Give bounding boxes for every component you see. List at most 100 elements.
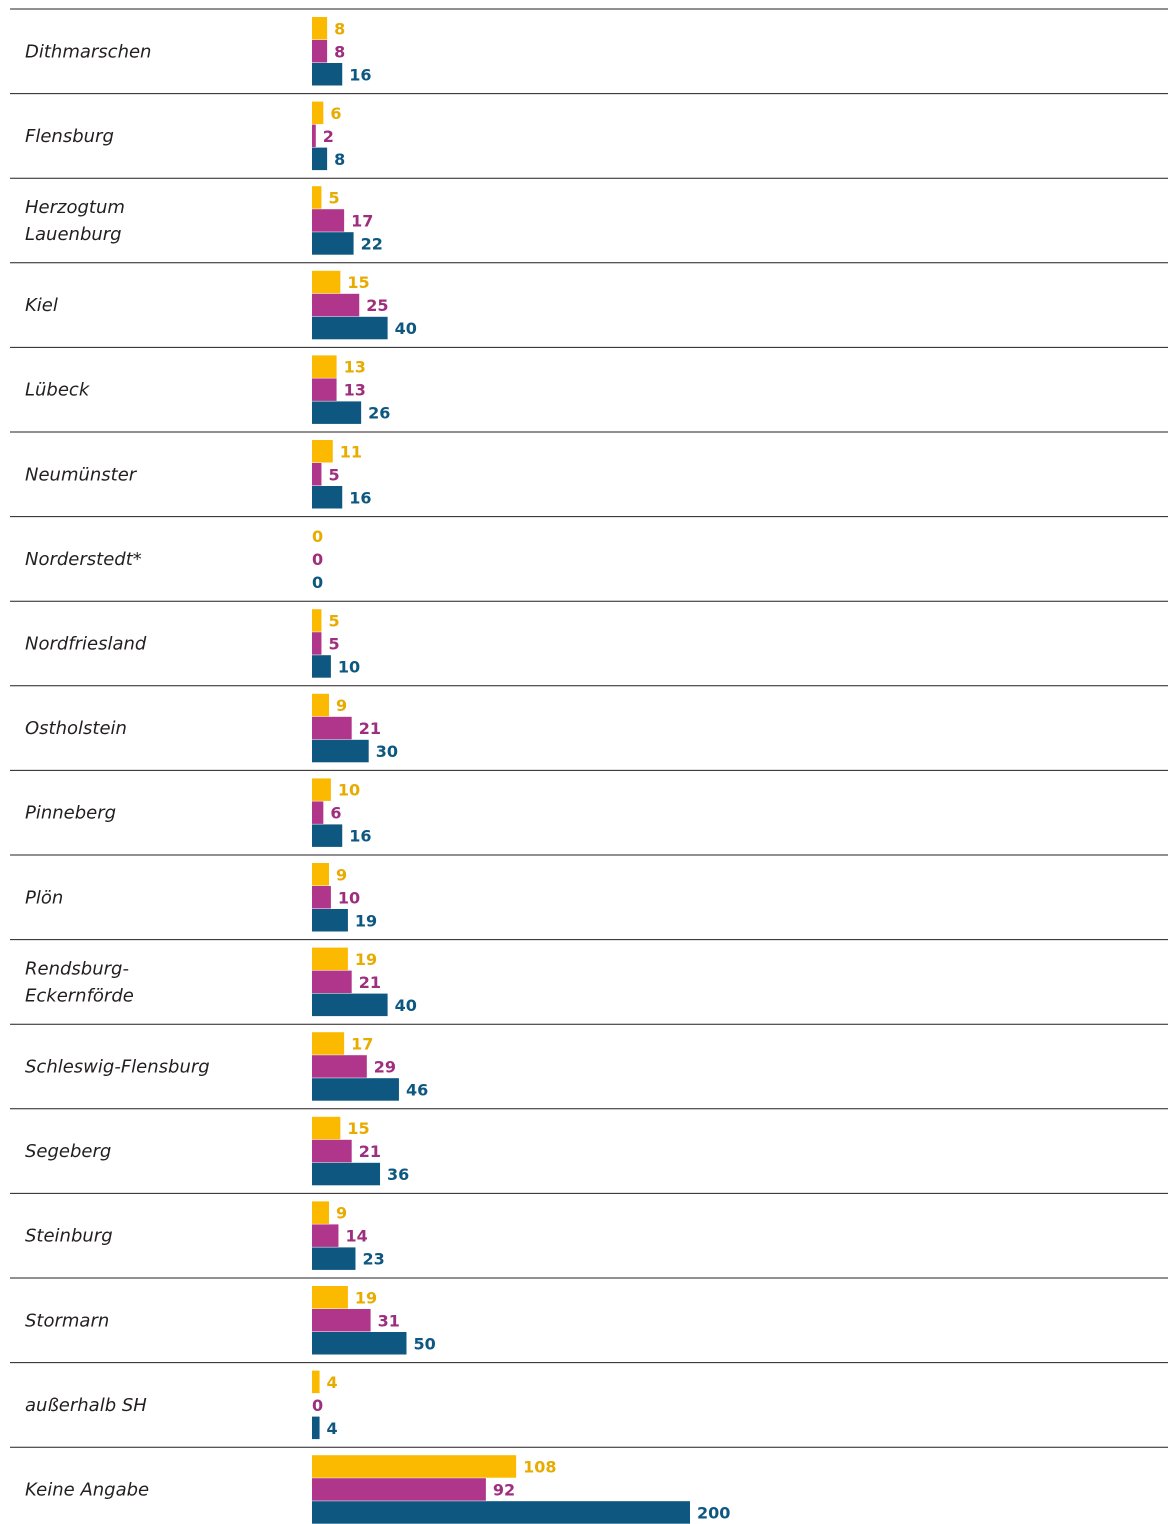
value-label-series-2: 5 xyxy=(328,465,339,484)
value-label-series-2: 25 xyxy=(366,296,388,315)
bar-series-1 xyxy=(312,1116,341,1140)
category-label: Lübeck xyxy=(25,380,91,401)
category-label-line: Kiel xyxy=(25,295,58,316)
category-label-line: Stormarn xyxy=(25,1310,109,1331)
category-label-line: Keine Angabe xyxy=(25,1480,149,1501)
value-label-series-1: 19 xyxy=(355,950,377,969)
bar-series-2 xyxy=(312,970,352,994)
value-label-series-1: 0 xyxy=(312,527,323,546)
bar-series-3 xyxy=(312,993,388,1017)
value-label-series-2: 29 xyxy=(374,1057,396,1076)
category-label: Herzogtum Lauenburg xyxy=(25,197,125,245)
bar-series-1 xyxy=(312,1201,330,1224)
value-label-series-3: 40 xyxy=(395,996,417,1015)
value-label-series-1: 9 xyxy=(336,696,347,715)
value-label-series-3: 40 xyxy=(395,319,417,338)
value-label-series-2: 21 xyxy=(359,719,381,738)
bar-series-3 xyxy=(312,1332,407,1355)
value-label-series-1: 4 xyxy=(327,1373,338,1392)
value-label-series-3: 46 xyxy=(406,1080,428,1099)
bar-series-1 xyxy=(312,270,341,294)
value-label-series-1: 9 xyxy=(336,1204,347,1223)
category-label-line: Neumünster xyxy=(25,464,138,485)
value-label-series-2: 8 xyxy=(334,42,345,61)
category-label-line: Nordfriesland xyxy=(25,634,147,655)
bar-series-2 xyxy=(312,1309,371,1332)
value-label-series-3: 19 xyxy=(355,911,377,930)
bar-series-3 xyxy=(312,232,354,255)
value-label-series-3: 0 xyxy=(312,573,323,592)
category-label-line: Ostholstein xyxy=(25,718,127,739)
bar-series-2 xyxy=(312,124,316,148)
category-label: Segeberg xyxy=(25,1141,111,1162)
category-label-line: Segeberg xyxy=(25,1141,111,1162)
category-label-line: Plön xyxy=(25,887,63,908)
bar-series-1 xyxy=(312,693,330,717)
category-label-line: außerhalb SH xyxy=(25,1395,147,1416)
bar-series-2 xyxy=(312,1139,352,1163)
category-label: Ostholstein xyxy=(25,718,127,739)
category-label: Plön xyxy=(25,887,63,908)
value-label-series-2: 17 xyxy=(351,211,373,230)
value-label-series-2: 13 xyxy=(344,381,366,400)
bar-series-1 xyxy=(312,101,324,125)
bar-series-1 xyxy=(312,440,333,463)
value-label-series-1: 13 xyxy=(344,358,366,377)
category-label: Schleswig-Flensburg xyxy=(25,1057,210,1078)
bar-series-2 xyxy=(312,463,322,486)
value-label-series-3: 10 xyxy=(338,657,360,676)
category-label: außerhalb SH xyxy=(25,1395,147,1416)
bar-series-3 xyxy=(312,147,328,171)
value-label-series-1: 10 xyxy=(338,781,360,800)
bar-series-2 xyxy=(312,209,345,232)
category-label-line: Flensburg xyxy=(25,126,114,147)
value-label-series-2: 31 xyxy=(378,1311,400,1330)
bar-series-2 xyxy=(312,632,322,655)
bar-series-2 xyxy=(312,801,324,824)
value-label-series-3: 22 xyxy=(361,234,383,253)
value-label-series-1: 15 xyxy=(347,1119,369,1138)
value-label-series-3: 4 xyxy=(327,1419,338,1438)
bar-series-3 xyxy=(312,1162,381,1186)
bar-series-3 xyxy=(312,1078,399,1101)
value-label-series-3: 16 xyxy=(349,488,371,507)
category-label-line: Schleswig-Flensburg xyxy=(25,1057,210,1078)
value-label-series-3: 30 xyxy=(376,742,398,761)
category-label: Stormarn xyxy=(25,1310,109,1331)
bar-series-1 xyxy=(312,1286,348,1309)
bar-series-3 xyxy=(312,316,388,340)
value-label-series-2: 14 xyxy=(345,1227,367,1246)
value-label-series-2: 0 xyxy=(312,550,323,569)
value-label-series-2: 10 xyxy=(338,888,360,907)
value-label-series-2: 2 xyxy=(323,127,334,146)
value-label-series-2: 21 xyxy=(359,973,381,992)
value-label-series-3: 200 xyxy=(697,1503,730,1522)
value-label-series-3: 8 xyxy=(334,150,345,169)
bar-series-2 xyxy=(312,1224,339,1247)
value-label-series-2: 6 xyxy=(330,804,341,823)
value-label-series-1: 9 xyxy=(336,865,347,884)
value-label-series-1: 11 xyxy=(340,442,362,461)
category-label: Pinneberg xyxy=(25,803,116,824)
category-label: Rendsburg- Eckernförde xyxy=(25,958,134,1006)
bar-series-1 xyxy=(312,1455,517,1478)
bar-series-3 xyxy=(312,909,348,932)
value-label-series-3: 23 xyxy=(362,1250,384,1269)
category-label-line: Norderstedt* xyxy=(25,549,142,570)
bar-series-1 xyxy=(312,778,331,801)
value-label-series-1: 17 xyxy=(351,1034,373,1053)
category-label-line: Steinburg xyxy=(25,1226,113,1247)
value-label-series-1: 5 xyxy=(328,611,339,630)
value-label-series-1: 108 xyxy=(523,1457,556,1476)
value-label-series-1: 6 xyxy=(330,104,341,123)
bar-series-1 xyxy=(312,355,337,378)
category-label: Kiel xyxy=(25,295,58,316)
value-label-series-1: 8 xyxy=(334,19,345,38)
category-label: Steinburg xyxy=(25,1226,113,1247)
value-label-series-1: 15 xyxy=(347,273,369,292)
bar-series-1 xyxy=(312,947,348,971)
value-label-series-3: 16 xyxy=(349,827,371,846)
bar-series-3 xyxy=(312,1247,356,1270)
value-label-series-2: 5 xyxy=(328,634,339,653)
category-label-line: Eckernförde xyxy=(25,985,134,1006)
